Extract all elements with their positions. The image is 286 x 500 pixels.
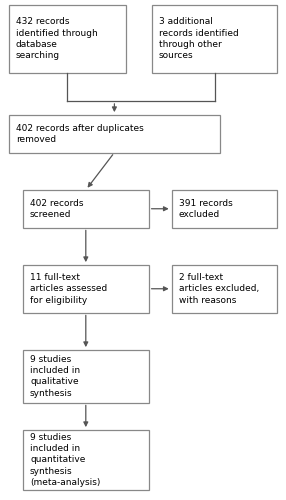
Text: 9 studies
included in
qualitative
synthesis: 9 studies included in qualitative synthe… [30, 354, 80, 398]
FancyBboxPatch shape [172, 265, 277, 312]
FancyBboxPatch shape [23, 430, 149, 490]
FancyBboxPatch shape [172, 190, 277, 228]
Text: 402 records
screened: 402 records screened [30, 198, 84, 219]
Text: 9 studies
included in
quantitative
synthesis
(meta-analysis): 9 studies included in quantitative synth… [30, 432, 100, 488]
Text: 402 records after duplicates
removed: 402 records after duplicates removed [16, 124, 144, 144]
FancyBboxPatch shape [23, 350, 149, 403]
Text: 432 records
identified through
database
searching: 432 records identified through database … [16, 17, 98, 60]
Text: 3 additional
records identified
through other
sources: 3 additional records identified through … [159, 17, 239, 60]
Text: 11 full-text
articles assessed
for eligibility: 11 full-text articles assessed for eligi… [30, 273, 107, 304]
FancyBboxPatch shape [23, 265, 149, 312]
FancyBboxPatch shape [9, 115, 220, 152]
Text: 391 records
excluded: 391 records excluded [179, 198, 233, 219]
FancyBboxPatch shape [23, 190, 149, 228]
FancyBboxPatch shape [9, 5, 126, 72]
FancyBboxPatch shape [152, 5, 277, 72]
Text: 2 full-text
articles excluded,
with reasons: 2 full-text articles excluded, with reas… [179, 273, 259, 304]
